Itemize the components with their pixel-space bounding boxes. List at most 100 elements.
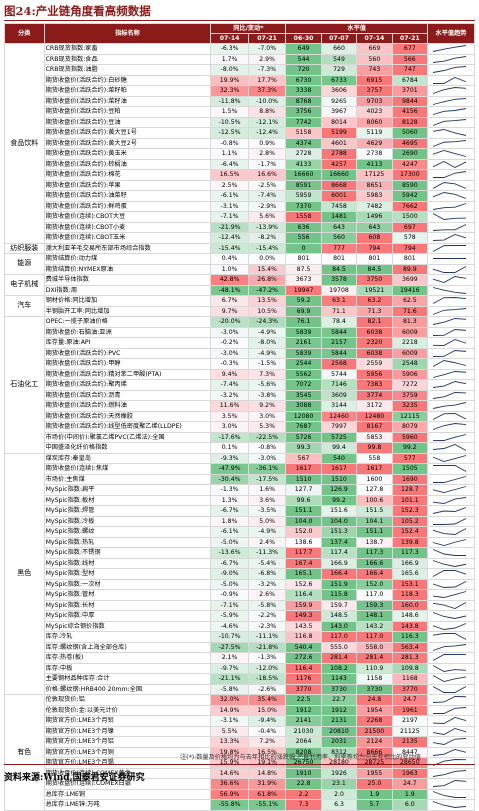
level-value: 2161	[285, 337, 322, 349]
sparkline	[432, 559, 467, 567]
level-value: 563.4	[391, 641, 429, 653]
level-date: 07-14	[356, 33, 393, 44]
trend-line	[432, 276, 467, 284]
level-value: 743	[356, 64, 393, 76]
indicator-name: MySpic指数:冷板	[43, 515, 212, 527]
level-value: 104.0	[285, 515, 322, 527]
indicator-name: 期货收盘价(活跃合约):黄大豆2号	[43, 137, 212, 149]
level-value: 25.0	[356, 778, 393, 790]
level-value: 22.5	[285, 694, 322, 706]
level-value: 9703	[356, 95, 393, 107]
level-value: 117.4	[320, 547, 358, 559]
level-value: 9844	[391, 95, 429, 107]
trend-line	[432, 423, 467, 431]
yoy-value: -10.7%	[210, 631, 249, 643]
trend-line	[432, 181, 467, 189]
yoy-value: -7.3%	[247, 64, 287, 76]
trend-cell	[427, 536, 475, 548]
sparkline	[432, 591, 467, 599]
category: 黑色	[4, 452, 45, 695]
sparkline	[432, 108, 467, 116]
yoy-value: -5.8%	[210, 683, 249, 695]
trend-line	[432, 580, 467, 588]
level-value: 1.9	[391, 788, 429, 800]
yoy-value: -0.4%	[247, 725, 287, 737]
trend-cell	[427, 253, 475, 265]
indicator-name: MySpic指数:板材	[43, 494, 212, 506]
trend-cell	[427, 620, 475, 632]
indicator-name: 伦敦现货价:铝	[43, 694, 212, 706]
sparkline	[432, 538, 467, 546]
level-value: 152.4	[391, 526, 429, 538]
trend-line	[432, 318, 467, 326]
yoy-value: 14.8%	[247, 767, 287, 779]
level-value: 62.5	[391, 295, 429, 307]
yoy-value: -11.8%	[210, 95, 249, 107]
level-value: 138.6	[285, 536, 322, 548]
table-row: 期货收盘价(活跃合约):白砂糖 19.9% 17.7% 6730 6733 6915 678…	[5, 74, 475, 86]
sparkline	[432, 654, 467, 662]
level-value: 84.5	[320, 263, 358, 275]
level-value: 99.6	[285, 494, 322, 506]
yoy-value: 16.6%	[247, 169, 287, 181]
sparkline	[432, 360, 467, 368]
indicator-name: 期货收盘价(连续):CBOT大豆	[43, 211, 212, 223]
level-value: 2320	[356, 337, 393, 349]
level-value: 5942	[391, 190, 429, 202]
level-value: 5725	[320, 431, 358, 443]
trend-cell	[427, 221, 475, 233]
table-row: 期货结算价:NYMEX原油 1.0% 15.4% 87.5 84.5 84.5 89.9	[5, 263, 475, 275]
table-row: 库存量:原油:API -0.2% -8.0% 2161 2157 2320 2218	[5, 337, 475, 349]
level-value: 153.1	[391, 578, 429, 590]
yoy-value: -20.0%	[210, 316, 249, 328]
trend-line	[432, 297, 467, 305]
level-value: 152.0	[356, 578, 393, 590]
trend-cell	[427, 547, 475, 559]
level-value: 5199	[320, 127, 358, 139]
level-value: 720	[285, 64, 322, 76]
table-row: 期货收盘价(活跃合约):燃料油 11.6% 9.2% 3088 3144 3172 3235	[5, 400, 475, 412]
indicator-name: 期货结算价:NYMEX原油	[43, 263, 212, 275]
sparkline	[432, 370, 467, 378]
sparkline	[432, 549, 467, 557]
indicator-name: 期货收盘价(活跃合约):线型低密度聚乙烯(LLDPE)	[43, 421, 212, 433]
yoy-value: 5.6%	[247, 211, 287, 223]
yoy-value: 56.9%	[210, 788, 249, 800]
level-value: 7072	[285, 379, 322, 391]
trend-line	[432, 612, 467, 620]
source-rule	[4, 764, 475, 765]
level-value: 6038	[356, 326, 393, 338]
level-value: 127.8	[356, 484, 393, 496]
table-row: MySpic指数:冷板 1.8% 5.0% 104.0 104.0 104.1 105.2	[5, 515, 475, 527]
sparkline	[432, 150, 467, 158]
yoy-value: 7.2%	[247, 736, 287, 748]
level-value: 4601	[320, 137, 358, 149]
level-value: 126.9	[320, 484, 358, 496]
yoy-value: 35.4%	[247, 694, 287, 706]
sparkline	[432, 97, 467, 105]
indicator-name: MySpic指数:线材	[43, 557, 212, 569]
level-value: 3750	[356, 274, 393, 286]
table-row: 期货收盘价(活跃合约):豆油 -10.5% -12.1% 7742 8014 8060 81…	[5, 116, 475, 128]
yoy-value: -48.1%	[210, 284, 249, 296]
level-value: 3338	[285, 85, 322, 97]
indicator-name: DXI指数:周	[43, 284, 212, 296]
table-row: 能源 期货结算价:动力煤 0.4% 0.0% 801 801 801 801	[4, 253, 475, 275]
yoy-value: 32.3%	[210, 85, 249, 97]
level-value: 1617	[356, 463, 393, 475]
trend-line	[432, 118, 467, 126]
level-value: 801	[356, 253, 393, 265]
level-value: 281.3	[391, 652, 429, 664]
yoy-value: -13.9%	[247, 221, 287, 233]
table-row: MySpic指数:不锈钢 -13.6% -11.3% 117.7 117.4 117.3 1…	[5, 547, 475, 559]
yoy-value: -11.3%	[247, 547, 287, 559]
trend-line	[432, 643, 467, 651]
sparkline	[432, 769, 467, 777]
sparkline	[432, 276, 467, 284]
level-value: 544	[285, 53, 322, 65]
level-value: 729	[320, 64, 358, 76]
trend-cell	[427, 788, 475, 800]
level-value: 6730	[285, 74, 322, 86]
level-value: 7997	[320, 421, 358, 433]
sparkline	[432, 580, 467, 588]
